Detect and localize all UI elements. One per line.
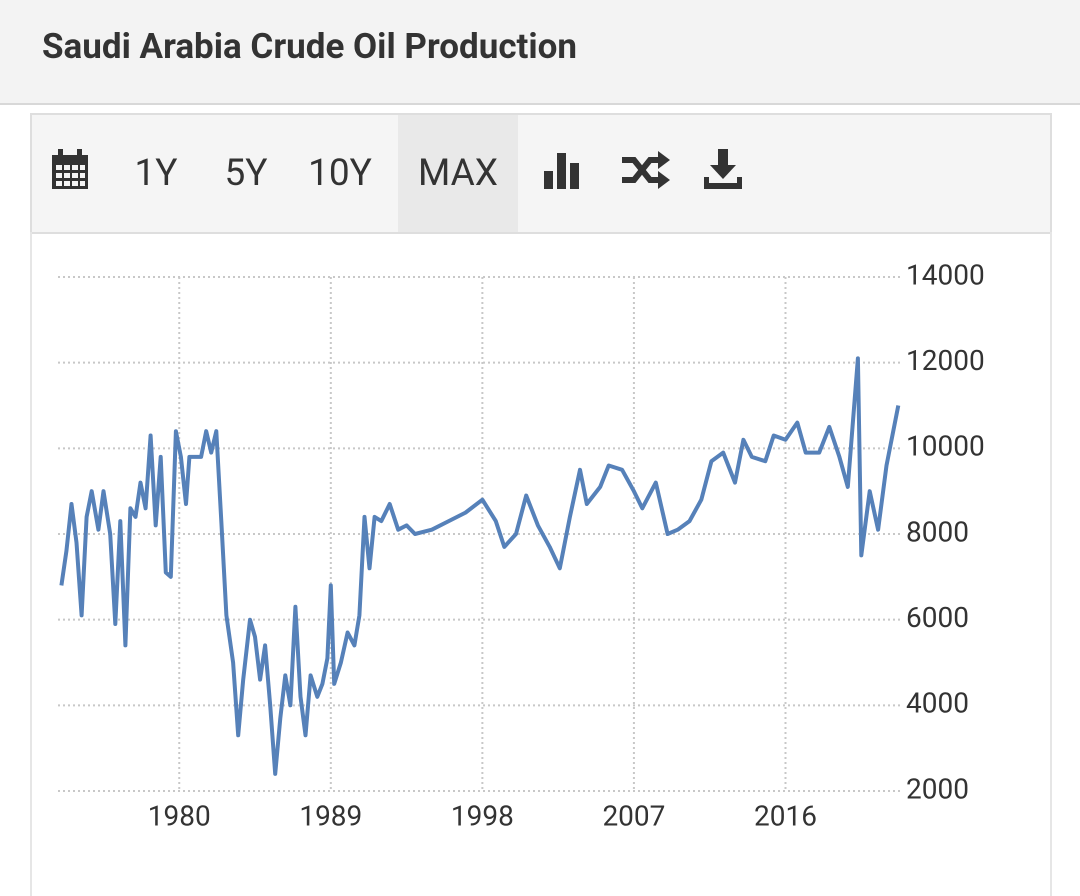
x-tick-label: 1998 — [451, 799, 514, 832]
y-tick-label: 12000 — [906, 344, 985, 377]
data-line — [59, 356, 901, 776]
x-tick-label: 1980 — [148, 799, 211, 832]
y-tick-label: 4000 — [906, 687, 969, 720]
x-tick-label: 2016 — [754, 799, 817, 832]
range-button[interactable]: 5Y — [224, 152, 268, 195]
range-button[interactable]: MAX — [398, 115, 518, 232]
chart-area — [30, 232, 1052, 896]
x-tick-label: 1989 — [299, 799, 362, 832]
range-button[interactable]: 1Y — [134, 152, 178, 195]
y-tick-label: 2000 — [906, 772, 969, 805]
page-title: Saudi Arabia Crude Oil Production — [42, 26, 578, 67]
compare-icon[interactable] — [620, 151, 670, 189]
toolbar: 1Y 5Y 10Y MAX — [30, 113, 1052, 234]
y-tick-label: 10000 — [906, 430, 985, 463]
range-button[interactable]: 10Y — [308, 152, 372, 195]
header: Saudi Arabia Crude Oil Production — [0, 0, 1080, 105]
download-icon[interactable] — [702, 149, 744, 191]
y-tick-label: 6000 — [906, 601, 969, 634]
y-tick-label: 8000 — [906, 515, 969, 548]
x-tick-label: 2007 — [602, 799, 665, 832]
chart-type-icon[interactable] — [542, 149, 584, 191]
y-tick-label: 14000 — [906, 258, 985, 291]
calendar-icon[interactable] — [50, 149, 90, 191]
